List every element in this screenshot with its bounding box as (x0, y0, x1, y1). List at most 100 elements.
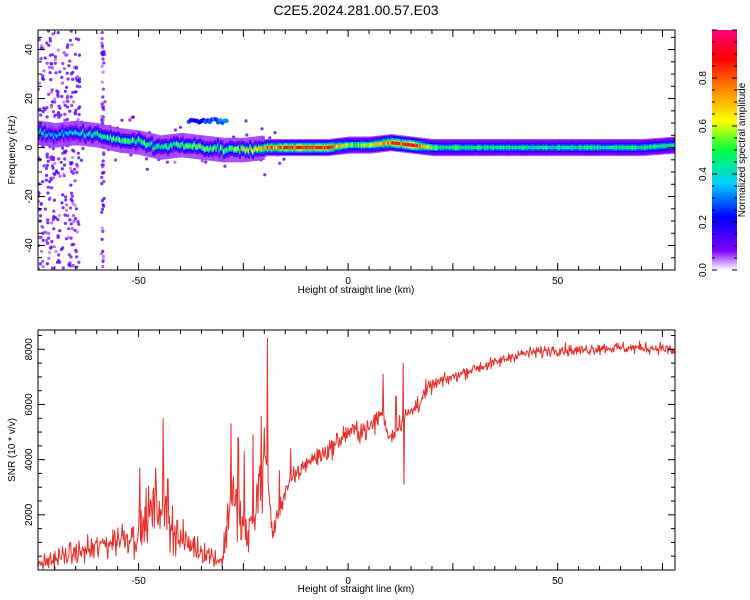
spectrogram-noise-point (56, 113, 60, 117)
spectrogram-noise-point (52, 215, 56, 219)
spectrogram-ridge-cell (429, 145, 432, 149)
spectrogram-ridge-cell (511, 145, 514, 150)
spectrogram-ridge-cell (340, 144, 343, 148)
spectrogram-ridge-cell (501, 145, 504, 150)
spectrogram-ridge-cell (338, 144, 341, 148)
spectrogram-ridge-cell (659, 144, 662, 148)
spectrogram-ridge-cell (321, 145, 324, 150)
spectrogram-noise-point (100, 30, 104, 35)
spectrogram-noise-point (70, 161, 74, 165)
spectrogram-ridge-cell (329, 145, 332, 149)
spectrogram-ridge-cell (615, 145, 618, 150)
spectrogram-ridge-cell (115, 137, 118, 142)
spectrogram-ridge-cell (274, 145, 277, 150)
spectrogram-ridge-cell (583, 145, 586, 150)
spectrogram-noise-point (41, 180, 45, 184)
spectrogram-noise-point (99, 252, 104, 256)
spectrogram-noise-point (39, 113, 43, 117)
spectrogram-noise-point (77, 106, 81, 110)
spectrogram-ridge-cell (62, 133, 65, 137)
spectrogram-noise-point (63, 118, 67, 122)
spectrogram-ridge-cell (505, 145, 508, 150)
spectrogram-ridge-cell (332, 145, 335, 149)
colorbar-tick-label: 0.4 (698, 167, 709, 181)
spectrogram-ridge-cell (146, 143, 149, 147)
spectrogram-noise-point (100, 41, 104, 45)
spectrogram-ridge-cell (104, 135, 107, 139)
spectrogram-ridge-cell (247, 149, 250, 153)
spectrogram-ridge-cell (541, 145, 544, 150)
spectrogram-ridge-cell (206, 146, 209, 151)
spectrogram-ridge-cell (136, 139, 139, 144)
spectrogram-noise-point (223, 164, 227, 168)
spectrogram-ridge-cell (662, 144, 665, 148)
spectrogram-ridge-cell (661, 144, 664, 148)
spectrogram-noise-point (145, 167, 149, 171)
spectrogram-ridge-cell (200, 145, 203, 150)
spectrogram-noise-point (173, 128, 177, 132)
spectrogram-ridge-cell (205, 147, 208, 151)
spectrogram-noise-point (61, 206, 65, 210)
spectrogram-ridge-cell (307, 145, 310, 150)
spectrogram-ridge-cell (61, 129, 64, 134)
spectrogram-ridge-cell (313, 145, 316, 150)
spectrogram-ridge-cell (456, 145, 459, 150)
spectrogram-ridge-cell (385, 141, 388, 145)
figure-title: C2E5.2024.281.00.57.E03 (273, 2, 438, 18)
spectrogram-noise-point (75, 255, 79, 259)
spectrogram-ridge-cell (266, 145, 269, 150)
spectrogram-noise-point (48, 196, 52, 200)
spectrogram-ridge-cell (310, 145, 313, 150)
spectrogram-ridge-cell (560, 145, 563, 150)
spectrogram-ridge-cell (624, 145, 627, 150)
spectrogram-ridge-cell (393, 141, 396, 145)
spectrogram-noise-point (53, 97, 57, 101)
spectrogram-noise-point (282, 157, 286, 161)
spectrogram-noise-point (52, 209, 56, 213)
spectrogram-noise-point (66, 214, 70, 218)
spectrogram-noise-point (76, 220, 80, 224)
spectrogram-noise-point (38, 81, 42, 85)
spectrogram-ridge-cell (417, 144, 420, 148)
spectrogram-noise-point (51, 147, 55, 151)
spectrogram-ridge-cell (368, 143, 371, 147)
spectrogram-noise-point (39, 57, 43, 61)
spectrogram-ridge-cell (208, 147, 211, 152)
spectrogram-noise-point (263, 173, 267, 177)
spectrogram-noise-point (100, 44, 104, 48)
spectrogram-noise-point (46, 159, 50, 163)
spectrogram-ridge-cell (306, 145, 309, 150)
spectrogram-ridge-cell (648, 145, 651, 149)
spectrogram-noise-point (50, 88, 54, 92)
spectrogram-ridge-cell (164, 144, 167, 148)
spectrogram-noise-point (100, 102, 104, 106)
spectrogram-ridge-cell (494, 145, 497, 150)
spectrogram-noise-point (63, 195, 68, 199)
spectrogram-ridge-cell (268, 145, 271, 150)
spectrogram-noise-point (58, 174, 62, 178)
spectrogram-y-tick-label: -40 (24, 238, 35, 253)
spectrogram-panel: -50 0 50 -40 -20 0 20 40 Height of straight lin… (7, 29, 676, 296)
colorbar-gradient (712, 30, 737, 270)
spectrogram-ridge-cell (224, 149, 227, 153)
spectrogram-noise-point (244, 119, 248, 123)
spectrogram-noise-point (75, 84, 79, 88)
spectrogram-ridge-cell (498, 145, 501, 150)
spectrogram-ridge-cell (71, 131, 74, 136)
spectrogram-noise-point (68, 59, 72, 63)
spectrogram-noise-point (74, 108, 78, 112)
spectrogram-ridge-cell (334, 145, 337, 149)
spectrogram-noise-point (62, 172, 66, 176)
spectrogram-ridge-cell (404, 142, 407, 147)
spectrogram-ridge-cell (253, 147, 256, 151)
spectrogram-ridge-cell (464, 145, 467, 150)
spectrogram-ridge-cell (627, 145, 630, 150)
spectrogram-ridge-cell (646, 145, 649, 149)
spectrogram-noise-point (74, 250, 78, 254)
spectrogram-ridge-cell (167, 147, 170, 151)
spectrogram-ridge-cell (582, 145, 585, 150)
spectrogram-ridge-cell (60, 132, 63, 137)
spectrogram-noise-point (204, 160, 208, 164)
spectrogram-noise-point (77, 260, 81, 264)
spectrogram-ridge-cell (280, 145, 283, 150)
